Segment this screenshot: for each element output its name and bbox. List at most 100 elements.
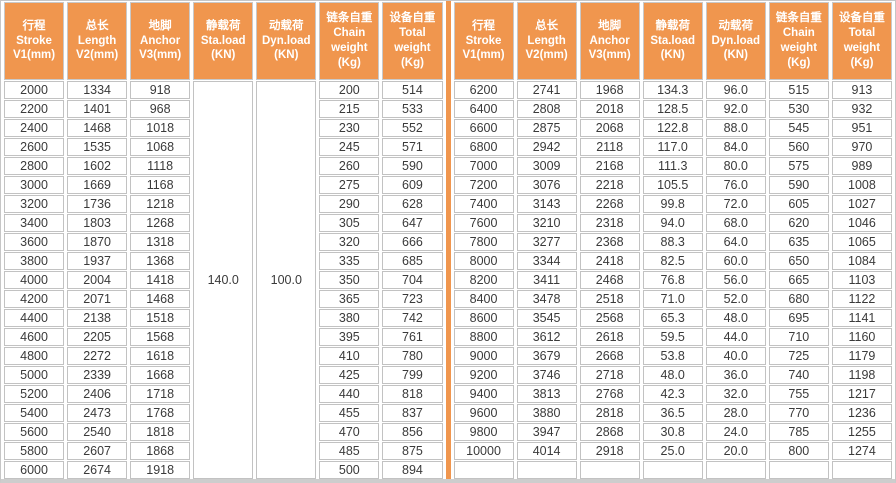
cell-chain: 695 [768,309,829,327]
cell-total: 1198 [831,366,892,384]
cell-chain: 710 [768,328,829,346]
cell-anchor: 1468 [130,290,191,308]
table-row: 8200 3411 2468 76.8 56.0 665 1103 [453,271,892,289]
header-sta: 静载荷 Sta.load (KN) [642,2,703,80]
cell-length: 1736 [67,195,128,213]
cell-length: 2138 [67,309,128,327]
cell-sta: 30.8 [642,423,703,441]
cell-chain: 200 [319,81,380,99]
cell-anchor: 2218 [579,176,640,194]
table-row: 2400 1468 1018 230 552 [4,119,443,137]
table-row: 4600 2205 1568 395 761 [4,328,443,346]
table-row: 5800 2607 1868 485 875 [4,442,443,460]
table-row [453,461,892,479]
cell-chain: 785 [768,423,829,441]
table-row: 3000 1669 1168 275 609 [4,176,443,194]
cell-stroke: 3000 [4,176,65,194]
table-row: 3200 1736 1218 290 628 [4,195,443,213]
cell-length: 2540 [67,423,128,441]
table-row: 9400 3813 2768 42.3 32.0 755 1217 [453,385,892,403]
cell-length: 2674 [67,461,128,479]
cell-dyn: 76.0 [705,176,766,194]
cell-dyn: 56.0 [705,271,766,289]
cell-length: 1870 [67,233,128,251]
cell-length: 3746 [516,366,577,384]
cell-anchor: 1718 [130,385,191,403]
left-table-body: 2000 1334 918 140.0 100.0 200 514 2200 1401 968 21… [4,81,443,479]
table-row: 6800 2942 2118 117.0 84.0 560 970 [453,138,892,156]
cell-anchor: 1168 [130,176,191,194]
table-row: 7400 3143 2268 99.8 72.0 605 1027 [453,195,892,213]
cell-stroke: 3800 [4,252,65,270]
cell-chain: 290 [319,195,380,213]
table-row: 5400 2473 1768 455 837 [4,404,443,422]
cell-length: 3478 [516,290,577,308]
cell-length: 3076 [516,176,577,194]
cell-length: 1334 [67,81,128,99]
table-row: 9200 3746 2718 48.0 36.0 740 1198 [453,366,892,384]
cell-length: 3679 [516,347,577,365]
cell-dyn: 92.0 [705,100,766,118]
cell-length: 2406 [67,385,128,403]
cell-length [516,461,577,479]
cell-stroke: 7800 [453,233,514,251]
cell-total: 1008 [831,176,892,194]
cell-total: 571 [382,138,443,156]
cell-stroke: 7600 [453,214,514,232]
cell-anchor: 2868 [579,423,640,441]
cell-chain: 320 [319,233,380,251]
cell-length: 3277 [516,233,577,251]
cell-total: 1236 [831,404,892,422]
cell-length: 1669 [67,176,128,194]
cell-chain: 260 [319,157,380,175]
cell-total: 1141 [831,309,892,327]
cell-anchor: 2468 [579,271,640,289]
cell-chain: 545 [768,119,829,137]
cell-total: 780 [382,347,443,365]
cell-chain: 725 [768,347,829,365]
cell-anchor: 918 [130,81,191,99]
cell-stroke: 4600 [4,328,65,346]
cell-chain: 470 [319,423,380,441]
cell-anchor: 1218 [130,195,191,213]
table-row: 8000 3344 2418 82.5 60.0 650 1084 [453,252,892,270]
cell-dyn: 64.0 [705,233,766,251]
cell-dyn: 48.0 [705,309,766,327]
cell-anchor: 1518 [130,309,191,327]
cell-chain: 395 [319,328,380,346]
table-row: 8600 3545 2568 65.3 48.0 695 1141 [453,309,892,327]
table-row: 9000 3679 2668 53.8 40.0 725 1179 [453,347,892,365]
cell-sta-merged: 140.0 [193,81,254,479]
cell-total: 1027 [831,195,892,213]
cell-stroke: 8000 [453,252,514,270]
table-row: 3600 1870 1318 320 666 [4,233,443,251]
cell-total [831,461,892,479]
cell-sta: 105.5 [642,176,703,194]
cell-length: 3545 [516,309,577,327]
cell-chain: 455 [319,404,380,422]
cell-length: 2071 [67,290,128,308]
table-row: 6400 2808 2018 128.5 92.0 530 932 [453,100,892,118]
cell-length: 1401 [67,100,128,118]
cell-chain: 275 [319,176,380,194]
cell-total: 894 [382,461,443,479]
cell-anchor: 1818 [130,423,191,441]
cell-anchor: 2668 [579,347,640,365]
cell-anchor: 2918 [579,442,640,460]
cell-length: 3344 [516,252,577,270]
cell-total: 742 [382,309,443,327]
cell-sta: 122.8 [642,119,703,137]
cell-anchor: 1068 [130,138,191,156]
cell-anchor: 1018 [130,119,191,137]
cell-length: 1468 [67,119,128,137]
cell-chain: 665 [768,271,829,289]
header-total: 设备自重 Total weight (Kg) [831,2,892,80]
cell-stroke: 10000 [453,442,514,460]
cell-sta: 111.3 [642,157,703,175]
cell-total: 875 [382,442,443,460]
cell-total: 685 [382,252,443,270]
cell-length: 3813 [516,385,577,403]
cell-chain: 230 [319,119,380,137]
cell-stroke: 2000 [4,81,65,99]
cell-anchor: 2518 [579,290,640,308]
